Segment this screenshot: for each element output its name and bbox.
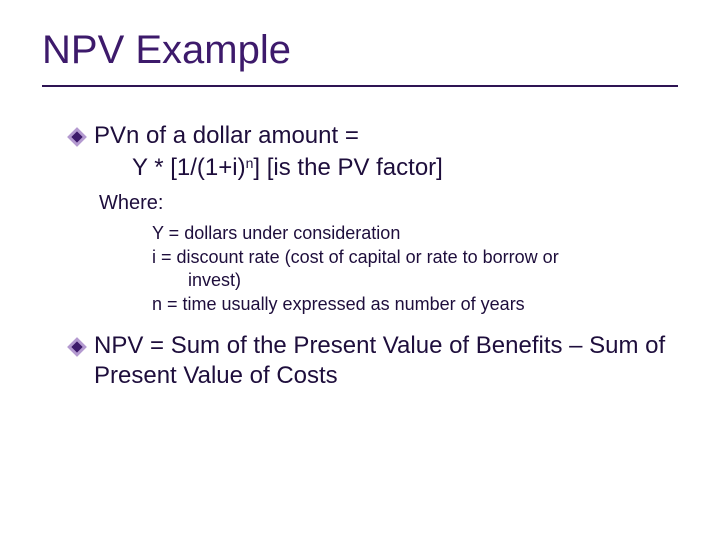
diamond-bullet-icon (70, 130, 84, 144)
formula-pre: Y * [1/(1+i) (132, 154, 246, 181)
bullet-npv: NPV = Sum of the Present Value of Benefi… (70, 331, 678, 391)
where-label: Where: (99, 191, 678, 216)
bullet-npv-text: NPV = Sum of the Present Value of Benefi… (94, 331, 678, 391)
bullet-pvn-text: PVn of a dollar amount = (94, 121, 359, 151)
def-n: n = time usually expressed as number of … (152, 293, 658, 316)
formula-sup: n (246, 155, 254, 171)
slide: NPV Example PVn of a dollar amount = Y *… (0, 0, 720, 540)
formula-line: Y * [1/(1+i)n] [is the PV factor] (132, 153, 678, 183)
formula-post: ] [is the PV factor] (253, 154, 442, 181)
slide-title: NPV Example (42, 28, 678, 87)
def-y: Y = dollars under consideration (152, 222, 658, 245)
def-i-line1: i = discount rate (cost of capital or ra… (152, 246, 658, 269)
diamond-bullet-icon (70, 340, 84, 354)
bullet-pvn: PVn of a dollar amount = (70, 121, 678, 151)
def-i-line2: invest) (152, 269, 658, 292)
